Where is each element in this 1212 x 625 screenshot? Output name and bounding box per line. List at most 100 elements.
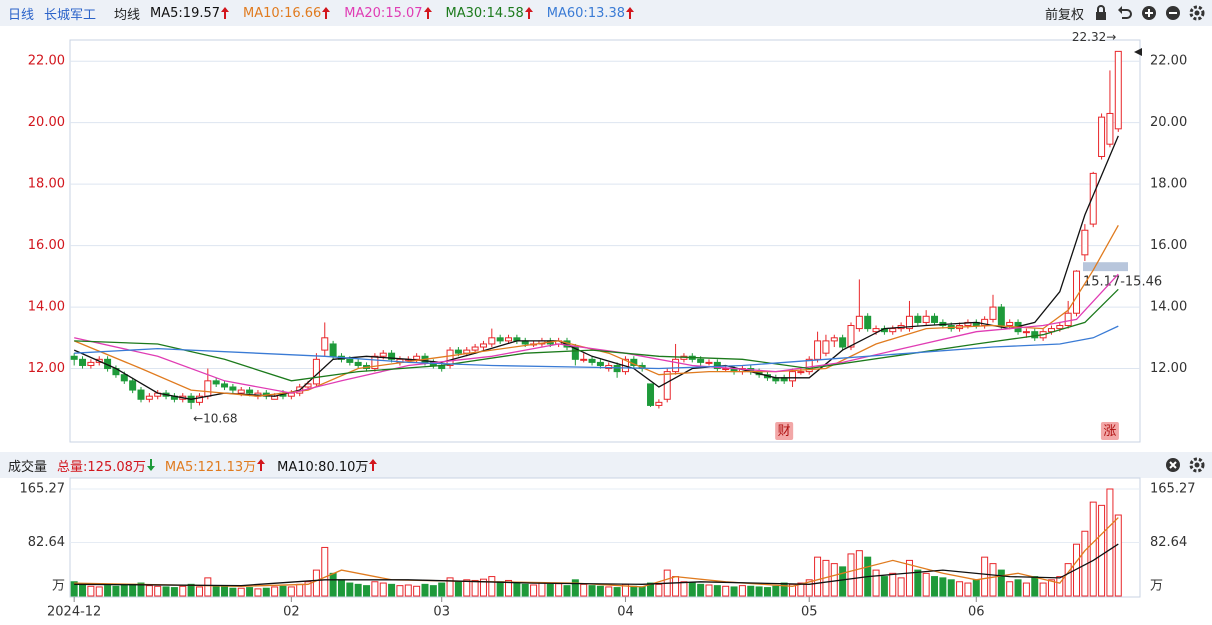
candle-body xyxy=(195,395,203,403)
legend-item: MA60:13.38 xyxy=(547,6,635,21)
candle-body xyxy=(655,401,663,406)
volume-bar xyxy=(404,584,412,597)
volume-bar xyxy=(914,569,922,597)
candle-body xyxy=(680,355,688,360)
zoom-out-icon[interactable] xyxy=(1164,4,1182,22)
volume-bar xyxy=(379,582,387,597)
arrow xyxy=(221,7,230,19)
candle-body xyxy=(763,374,771,379)
candle-body xyxy=(571,346,579,360)
volume-bar xyxy=(129,583,137,597)
candle-body xyxy=(388,352,396,360)
candle-body xyxy=(1056,325,1064,330)
volume-bar xyxy=(605,586,613,597)
volume-bar xyxy=(521,583,529,597)
candle-body xyxy=(588,358,596,363)
volume-bar xyxy=(120,584,128,597)
volume-bar xyxy=(538,582,546,597)
volume-bar xyxy=(421,583,429,597)
period[interactable]: 日线 xyxy=(8,7,35,23)
candle-body xyxy=(379,352,387,357)
y-tick-label: 22.00 xyxy=(28,54,65,69)
arrow xyxy=(524,7,533,19)
legend-item: MA5:19.57 xyxy=(150,6,230,21)
zoom-in-icon[interactable] xyxy=(1140,4,1158,22)
candle-body xyxy=(830,337,838,342)
volume-bar xyxy=(638,586,646,597)
candle-body xyxy=(204,380,212,397)
volume-bar xyxy=(321,546,329,597)
volume-bar xyxy=(621,583,629,597)
candle-body xyxy=(1106,112,1114,145)
y2-tick-label: 16.00 xyxy=(1150,238,1187,253)
close-icon[interactable] xyxy=(1164,456,1182,474)
candle-body xyxy=(279,392,287,397)
band-label: 15.17-15.46 xyxy=(1083,275,1162,290)
candle-body xyxy=(889,328,897,333)
price-band xyxy=(1083,262,1128,272)
arrow xyxy=(257,459,266,471)
candle-body xyxy=(713,361,721,370)
volume-bar xyxy=(187,583,195,597)
candle-body xyxy=(346,358,354,363)
volume-bar xyxy=(179,585,187,597)
volume-bar xyxy=(195,586,203,597)
up-arrow xyxy=(423,7,432,19)
legend-item: MA10:16.66 xyxy=(243,6,331,21)
volume-bar xyxy=(839,566,847,597)
settings-icon[interactable] xyxy=(1188,4,1206,22)
volume-bar xyxy=(889,572,897,597)
volume-bar xyxy=(204,577,212,597)
volume-bar xyxy=(1089,501,1097,597)
candle-body xyxy=(79,358,87,366)
arrow xyxy=(423,7,432,19)
candle-body xyxy=(722,368,730,371)
annotation: 22.32→ xyxy=(1072,30,1116,44)
candle-body xyxy=(95,358,103,363)
candle-body xyxy=(1031,331,1039,339)
candle-body xyxy=(663,371,671,400)
volume-bar xyxy=(588,585,596,597)
volume-bar xyxy=(112,585,120,597)
candle-body xyxy=(538,340,546,345)
candle-body xyxy=(496,337,504,342)
candle-body xyxy=(839,337,847,348)
candle-body xyxy=(805,358,813,373)
y-tick-label: 165.27 xyxy=(20,482,66,497)
candle-body xyxy=(413,355,421,360)
up-arrow xyxy=(221,7,230,19)
volume-bar xyxy=(337,579,345,597)
candle-body xyxy=(822,340,830,354)
candle-body xyxy=(221,383,229,388)
volume-bar xyxy=(95,586,103,597)
x-tick-label: 2024-12 xyxy=(47,605,101,620)
undo-icon[interactable] xyxy=(1116,4,1134,22)
volume-bar xyxy=(396,585,404,597)
volume-frame xyxy=(69,477,1141,598)
arrow xyxy=(369,459,378,471)
volume-bar xyxy=(688,582,696,597)
volume-bar xyxy=(446,577,454,597)
candle-body xyxy=(880,328,888,333)
volume-bar xyxy=(697,583,705,597)
volume-bar xyxy=(463,579,471,597)
candle-body xyxy=(1039,331,1047,339)
volume-bar xyxy=(304,581,312,597)
volume-bar xyxy=(346,582,354,597)
lock-icon[interactable] xyxy=(1092,4,1110,22)
adjust[interactable]: 前复权 xyxy=(1044,7,1084,23)
candle-body xyxy=(129,380,137,391)
volume-bar xyxy=(580,583,588,597)
candle-body xyxy=(972,321,980,327)
candle-body xyxy=(914,315,922,323)
volume-bar xyxy=(989,563,997,597)
toolbar xyxy=(1092,4,1206,22)
volume-bar xyxy=(596,585,604,597)
event-box xyxy=(775,422,794,440)
volume-bar xyxy=(312,569,320,597)
settings-icon[interactable] xyxy=(1188,456,1206,474)
volume-bar xyxy=(822,559,830,597)
candle-body xyxy=(321,337,329,351)
volume-bar xyxy=(722,585,730,597)
volume-bar xyxy=(162,586,170,597)
